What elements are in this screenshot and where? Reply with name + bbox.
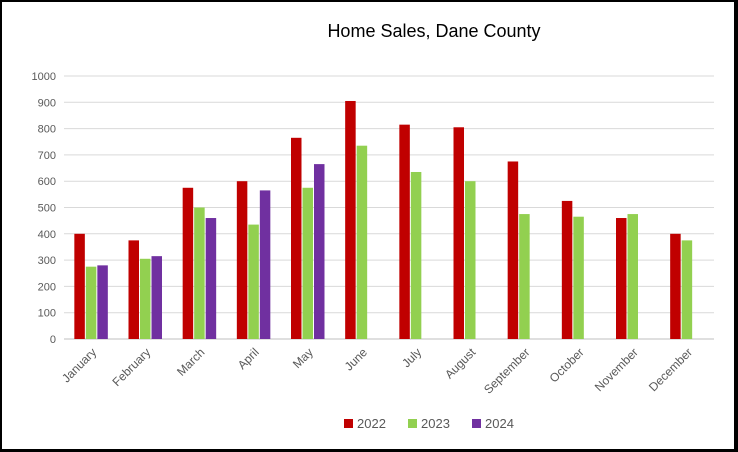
x-tick-label: August — [442, 345, 479, 382]
x-tick-label: July — [399, 345, 424, 370]
bar-2022-april — [236, 181, 248, 339]
bar-2022-june — [345, 100, 356, 339]
y-tick-label: 200 — [38, 281, 56, 293]
legend-swatch — [408, 419, 417, 428]
bar-2023-february — [140, 258, 151, 339]
x-tick-label: January — [59, 345, 99, 385]
x-tick-label: October — [547, 345, 587, 385]
x-tick-label: December — [646, 345, 695, 394]
legend-swatch — [344, 419, 353, 428]
bar-2023-april — [248, 224, 259, 339]
bar-2024-april — [259, 190, 271, 339]
bar-2023-january — [85, 266, 97, 339]
bar-2022-november — [616, 218, 627, 339]
bar-2024-march — [205, 218, 217, 339]
gridlines — [64, 75, 714, 340]
bar-2022-january — [74, 233, 85, 339]
y-tick-label: 600 — [38, 176, 56, 188]
x-tick-label: March — [174, 345, 207, 378]
y-tick-label: 700 — [38, 150, 56, 162]
bar-2023-june — [356, 145, 368, 339]
bar-2022-march — [182, 187, 194, 339]
bar-2023-september — [519, 214, 530, 339]
y-axis: 0 100 200 300 400 500 600 700 800 900 1000 — [32, 71, 56, 346]
y-tick-label: 0 — [50, 334, 56, 346]
y-tick-label: 800 — [38, 124, 56, 136]
bar-2023-november — [627, 214, 638, 339]
y-tick-label: 900 — [38, 97, 56, 109]
x-tick-label: February — [110, 345, 154, 389]
bar-2022-december — [670, 233, 681, 339]
x-tick-label: May — [290, 345, 316, 371]
bar-2023-may — [302, 187, 313, 339]
x-tick-label: September — [481, 345, 532, 396]
bar-2023-august — [465, 181, 476, 339]
x-axis: January February March April May June July Augu… — [59, 345, 695, 397]
bar-2022-september — [507, 161, 519, 339]
legend: 2022 2023 2024 — [344, 416, 514, 431]
y-tick-label: 1000 — [32, 71, 56, 83]
bar-2022-july — [399, 124, 410, 339]
bar-2023-july — [410, 171, 422, 339]
bar-2023-march — [194, 207, 205, 339]
y-tick-label: 500 — [38, 203, 56, 215]
legend-swatch — [472, 419, 481, 428]
bar-2022-february — [128, 240, 139, 339]
bars — [74, 100, 693, 339]
bar-2024-may — [314, 164, 325, 339]
bar-2022-october — [561, 200, 573, 339]
bar-2022-may — [291, 137, 302, 339]
bar-2024-january — [97, 265, 108, 339]
x-tick-label: April — [235, 345, 262, 372]
bar-2022-august — [453, 127, 464, 339]
x-tick-label: November — [592, 345, 641, 394]
y-tick-label: 300 — [38, 255, 56, 267]
chart-title: Home Sales, Dane County — [327, 21, 540, 41]
legend-label: 2024 — [485, 416, 514, 431]
x-tick-label: June — [342, 345, 371, 374]
y-tick-label: 100 — [38, 308, 56, 320]
legend-label: 2023 — [421, 416, 450, 431]
bar-2023-october — [573, 216, 584, 339]
bar-2023-december — [681, 240, 693, 339]
y-tick-label: 400 — [38, 229, 56, 241]
legend-label: 2022 — [357, 416, 386, 431]
bar-2024-february — [151, 256, 162, 339]
